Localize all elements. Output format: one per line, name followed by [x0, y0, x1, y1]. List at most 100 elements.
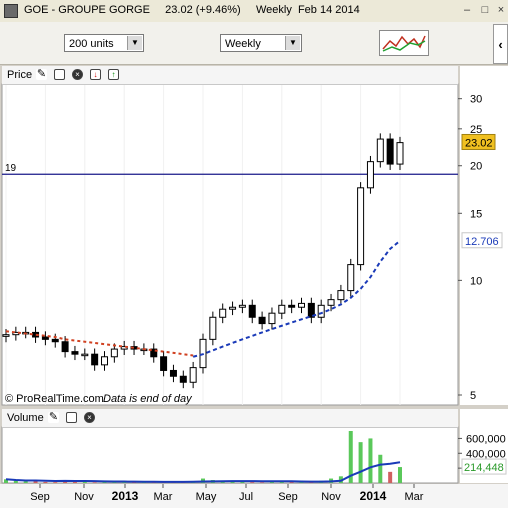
data-note-text: Data is end of day [103, 393, 193, 405]
time-axis-label: Sep [278, 491, 298, 503]
candle-body [396, 142, 404, 165]
volume-bar [230, 481, 235, 483]
volume-bar [398, 467, 402, 483]
volume-bar [53, 482, 58, 483]
units-select[interactable]: 200 units ▼ [64, 34, 144, 52]
timeframe-select-value: Weekly [225, 38, 261, 50]
candle-body [268, 312, 276, 325]
time-axis-label: Nov [74, 491, 94, 503]
maximize-button[interactable]: □ [481, 4, 489, 16]
price-axis-label: 5 [470, 390, 476, 402]
candle-body [376, 138, 384, 163]
indicators-button[interactable] [379, 30, 429, 56]
candle-body [51, 338, 59, 343]
candle-body [81, 353, 89, 357]
candle-body [366, 161, 374, 189]
candle-body [209, 316, 217, 340]
volume-last-box [461, 458, 507, 475]
moving-average-dotted-line [5, 330, 194, 357]
candle-body [386, 138, 394, 165]
candle-body [278, 304, 286, 314]
time-axis-label: May [196, 491, 217, 503]
window-titlebar: GOE - GROUPE GORGE 23.02 (+9.46%) Weekly… [0, 0, 508, 23]
candle-body [179, 375, 187, 383]
price-axis-label: 20 [470, 161, 482, 173]
price-axis-label: 15 [470, 208, 482, 220]
candle-body [317, 304, 325, 318]
volume-bar [338, 476, 343, 483]
arrow-down-icon[interactable]: ↓ [90, 69, 101, 80]
window-icon[interactable] [54, 69, 65, 80]
candle-body [150, 348, 158, 358]
time-axis-label: Mar [405, 491, 424, 503]
volume-bar [13, 480, 18, 483]
volume-bar [4, 479, 8, 483]
price-plot-area [1, 83, 459, 406]
minimize-button[interactable]: – [463, 4, 471, 16]
candle-body [160, 356, 168, 371]
candle-body [258, 316, 266, 325]
candle-body [61, 341, 69, 353]
volume-bar [33, 480, 38, 483]
chevron-down-icon[interactable]: ▼ [285, 36, 300, 50]
price-axis-label: 25 [470, 124, 482, 136]
ma-value-label: 12.706 [465, 236, 499, 248]
volume-bar [43, 481, 48, 483]
volume-bar [122, 482, 127, 483]
candle-body [110, 348, 118, 358]
time-axis-label: Jul [239, 491, 253, 503]
candle-body [71, 351, 79, 355]
horizontal-line-label: 19 [5, 163, 17, 174]
candle-body [307, 302, 315, 318]
ma-value-box [461, 232, 503, 249]
chevron-down-icon[interactable]: ▼ [127, 36, 142, 50]
volume-bar [348, 431, 353, 483]
copyright-text: © ProRealTime.com [5, 393, 104, 405]
candle-body [229, 306, 237, 310]
volume-average-line [5, 461, 401, 483]
timeframe-select[interactable]: Weekly ▼ [220, 34, 302, 52]
volume-bar [269, 481, 274, 483]
candle-body [298, 302, 305, 308]
units-select-value: 200 units [69, 38, 114, 50]
volume-panel-header: Volume ✎ × [2, 409, 458, 428]
arrow-up-icon[interactable]: ↑ [108, 69, 119, 80]
window-title: GOE - GROUPE GORGE 23.02 (+9.46%) Weekly… [24, 4, 360, 16]
candle-body [169, 369, 177, 377]
price-panel-label: Price [7, 69, 33, 81]
candle-body [41, 336, 49, 340]
window-icon[interactable] [66, 412, 77, 423]
time-axis-label: Mar [154, 491, 173, 503]
candle-body [347, 264, 355, 292]
candle-body [288, 304, 296, 308]
time-axis-area [0, 484, 508, 508]
wrench-icon[interactable]: ✎ [48, 411, 59, 423]
last-price-label: 23.02 [465, 137, 493, 149]
chart-indicator-icon [382, 35, 426, 52]
side-panel-tab[interactable]: ‹ [493, 24, 508, 64]
app-icon [4, 4, 18, 18]
candle-body [101, 356, 108, 366]
time-axis-label: 2013 [112, 489, 139, 503]
volume-bar [250, 482, 255, 483]
close-icon[interactable]: × [84, 412, 95, 423]
time-axis-label: 2014 [360, 489, 387, 503]
candle-body [327, 299, 335, 306]
volume-bar [92, 482, 97, 483]
last-price-box [461, 133, 496, 150]
close-icon[interactable]: × [72, 69, 83, 80]
wrench-icon[interactable]: ✎ [36, 68, 47, 80]
close-button[interactable]: × [497, 4, 505, 16]
candle-body [219, 308, 227, 318]
candle-body [2, 334, 10, 337]
volume-axis-label: 600,000 [466, 433, 506, 445]
volume-bar [279, 481, 284, 483]
volume-axis-label: 400,000 [466, 448, 506, 460]
candle-body [337, 290, 345, 301]
time-axis-label: Nov [321, 491, 341, 503]
candle-body [189, 367, 197, 383]
volume-bar [23, 481, 28, 483]
volume-bar [368, 438, 373, 483]
price-axis-label: 30 [470, 94, 482, 106]
